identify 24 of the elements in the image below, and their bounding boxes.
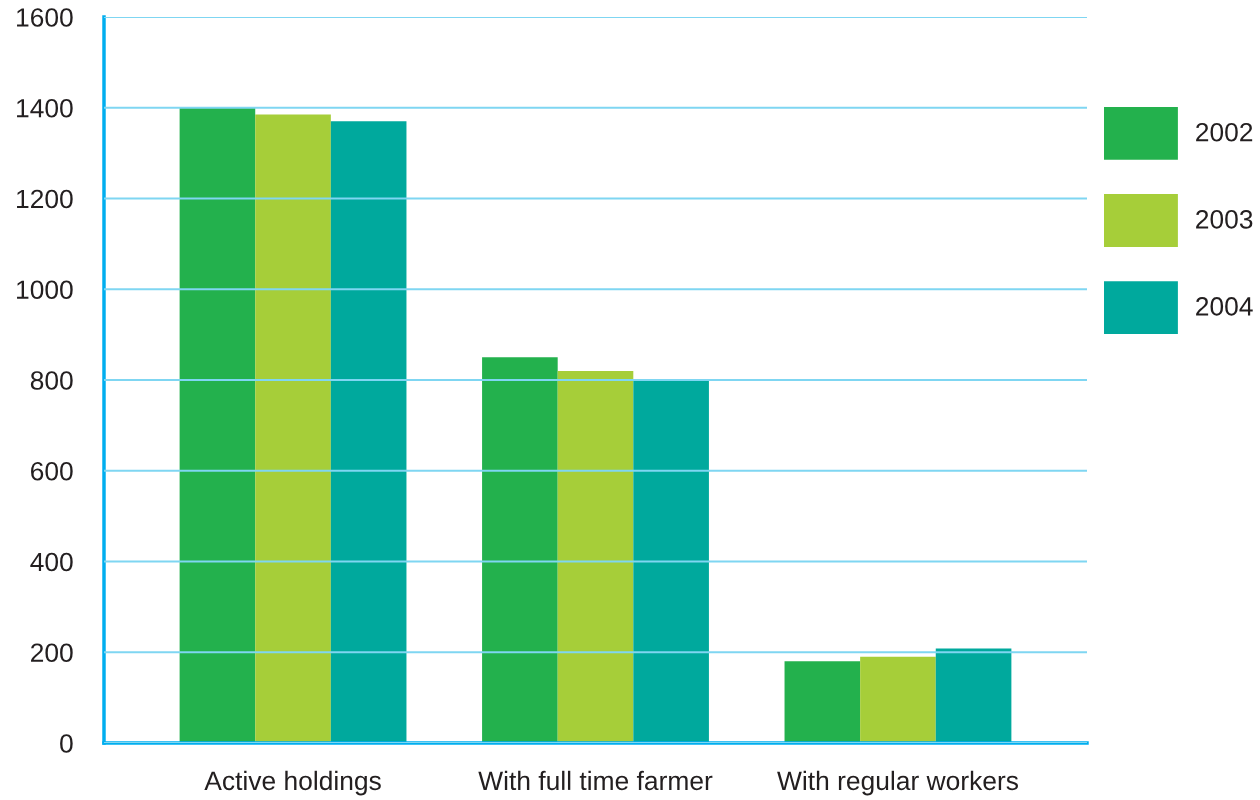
legend-label: 2003 (1196, 209, 1253, 229)
bar (557, 370, 634, 743)
legend-label: 2004 (1196, 297, 1253, 316)
y-tick-label: 400 (30, 552, 73, 572)
bar (255, 114, 331, 743)
x-tick-label: With regular workers (777, 770, 1018, 796)
bar (860, 656, 936, 743)
bar (784, 661, 861, 743)
bar (179, 107, 256, 743)
y-tick-label: 800 (30, 371, 73, 390)
bar (330, 121, 407, 743)
y-tick-label: 0 (60, 734, 73, 753)
bar (482, 357, 558, 743)
x-tick-label: Active holdings (204, 770, 381, 796)
x-tick-label: With full time farmer (478, 770, 713, 791)
y-tick-label: 1400 (17, 98, 73, 118)
y-tick-label: 1600 (17, 8, 73, 27)
y-tick-label: 200 (31, 643, 73, 663)
y-tick-label: 1000 (17, 280, 73, 300)
y-tick-label: 1200 (17, 189, 73, 209)
bar (633, 380, 709, 743)
y-tick-label: 600 (31, 461, 73, 481)
bar (935, 648, 1012, 743)
legend-label: 2002 (1196, 122, 1253, 142)
